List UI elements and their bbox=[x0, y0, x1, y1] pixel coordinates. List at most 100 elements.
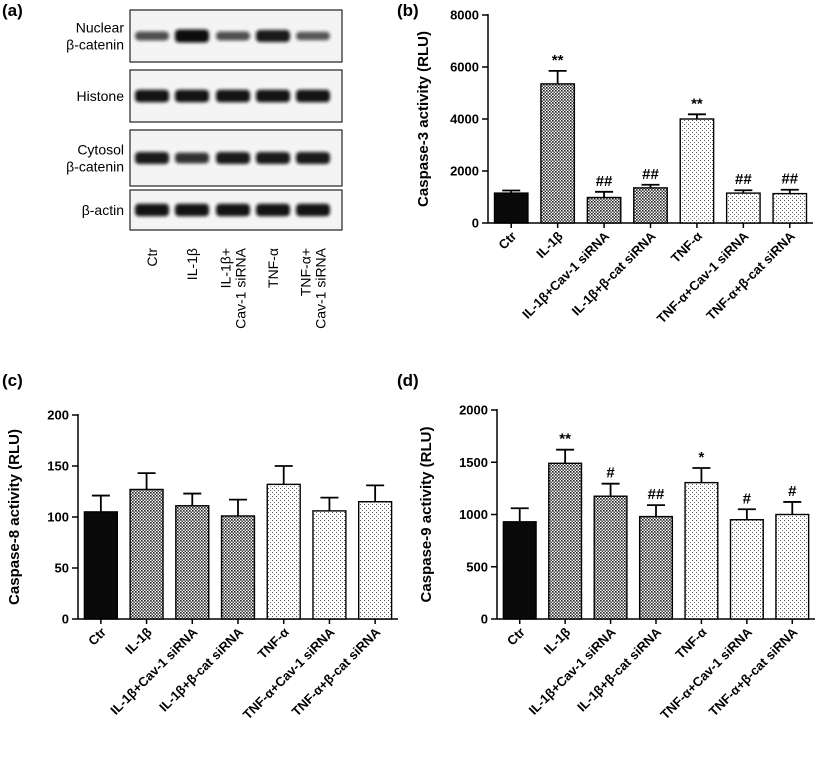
x-tick-label: IL-1β bbox=[541, 624, 574, 657]
blot-band bbox=[175, 203, 209, 217]
bar bbox=[266, 483, 301, 620]
blot-lane-label: IL-1β+ Cav-1 siRNA bbox=[218, 247, 249, 329]
blot-band bbox=[256, 29, 290, 43]
blot-lane-label: TNF-α+ Cav-1 siRNA bbox=[298, 247, 329, 329]
blot-rows: Nuclearβ-cateninHistoneCytosolβ-cateninβ… bbox=[66, 9, 343, 231]
significance-marker: ## bbox=[781, 171, 798, 188]
significance-marker: ## bbox=[642, 166, 659, 183]
blot-band bbox=[296, 203, 330, 217]
significance-marker: # bbox=[743, 490, 752, 507]
x-tick-label: IL-1β bbox=[122, 624, 155, 657]
y-tick-label: 100 bbox=[47, 510, 69, 525]
x-tick-label: TNF-α bbox=[668, 229, 705, 266]
blot-band bbox=[216, 151, 250, 165]
x-tick-label: IL-1β+β-cat siRNA bbox=[569, 228, 659, 318]
bar bbox=[548, 462, 583, 620]
blot-lane-label: Ctr bbox=[144, 248, 160, 267]
y-tick-label: 2000 bbox=[459, 403, 488, 418]
blot-lane-text: Cav-1 siRNA bbox=[233, 247, 249, 329]
significance-marker: # bbox=[788, 483, 797, 500]
bar bbox=[175, 505, 210, 620]
blot-band bbox=[175, 89, 209, 103]
y-tick-label: 8000 bbox=[450, 8, 479, 23]
blot-band bbox=[135, 31, 169, 41]
y-tick-label: 1000 bbox=[459, 507, 488, 522]
blot-band bbox=[256, 203, 290, 217]
blot-band bbox=[175, 152, 209, 164]
x-tick-label: Ctr bbox=[495, 229, 519, 253]
blot-lane-labels: Ctr IL-1β IL-1β+ Cav-1 siRNA TNF-α TNF-α+ Cav-… bbox=[144, 247, 329, 329]
y-tick-label: 50 bbox=[55, 561, 69, 576]
x-tick-label: Ctr bbox=[85, 625, 109, 649]
x-tick-label: IL-1β+Cav-1 siRNA bbox=[519, 228, 613, 322]
x-tick-label: TNF-α+β-cat siRNA bbox=[706, 624, 801, 719]
blot-band bbox=[216, 203, 250, 217]
blot-lane-label: IL-1β bbox=[184, 248, 200, 280]
x-tick-label: Ctr bbox=[504, 625, 528, 649]
significance-marker: ** bbox=[691, 95, 703, 112]
y-tick-label: 2000 bbox=[450, 164, 479, 179]
bar bbox=[502, 521, 537, 620]
y-tick-label: 1500 bbox=[459, 455, 488, 470]
blot-lane-text: IL-1β+ bbox=[218, 248, 234, 288]
blot-row-label: β-actin bbox=[82, 202, 124, 218]
significance-marker: ** bbox=[559, 431, 571, 448]
significance-marker: ## bbox=[596, 173, 613, 190]
y-tick-label: 0 bbox=[481, 612, 488, 627]
blot-row-label: Nuclear bbox=[76, 20, 125, 36]
significance-marker: * bbox=[699, 449, 705, 466]
bar bbox=[220, 515, 256, 620]
blot-lane-text: Ctr bbox=[144, 248, 160, 267]
blot-row-label: Cytosol bbox=[77, 142, 124, 158]
bar bbox=[493, 192, 529, 224]
y-tick-label: 6000 bbox=[450, 60, 479, 75]
significance-marker: # bbox=[606, 465, 615, 482]
bar bbox=[633, 187, 668, 224]
x-tick-label: IL-1β+β-cat siRNA bbox=[574, 624, 664, 714]
panel-label: (d) bbox=[397, 371, 419, 390]
panel-label-a: (a) bbox=[2, 1, 23, 20]
bar bbox=[684, 481, 719, 620]
x-tick-label: IL-1β+Cav-1 siRNA bbox=[526, 624, 620, 718]
y-tick-label: 500 bbox=[466, 559, 488, 574]
caspase-8-chart: (c) 0 50 100 150 200 Caspase-8 activity (RLU) C… bbox=[2, 371, 398, 722]
bar bbox=[772, 192, 808, 224]
bar bbox=[638, 515, 674, 620]
x-tick-label: IL-1β+β-cat siRNA bbox=[156, 624, 246, 714]
blot-lane-text: TNF-α+ bbox=[298, 248, 314, 296]
blot-band bbox=[216, 31, 250, 41]
x-tick-label: IL-1β+Cav-1 siRNA bbox=[107, 624, 201, 718]
blot-lane-text: Cav-1 siRNA bbox=[313, 247, 329, 329]
bar bbox=[357, 501, 393, 620]
blot-band bbox=[296, 151, 330, 165]
x-tick-label: IL-1β bbox=[533, 228, 566, 261]
y-tick-label: 150 bbox=[47, 459, 69, 474]
bar bbox=[775, 513, 810, 620]
bar bbox=[83, 511, 119, 620]
western-blot-panel: (a) Nuclearβ-cateninHistoneCytosolβ-cate… bbox=[2, 1, 343, 329]
y-tick-label: 0 bbox=[472, 216, 479, 231]
blot-band bbox=[135, 151, 169, 165]
panel-label: (b) bbox=[397, 1, 419, 20]
blot-band bbox=[296, 89, 330, 103]
y-tick-label: 0 bbox=[62, 612, 69, 627]
significance-marker: ** bbox=[552, 52, 564, 69]
y-tick-label: 4000 bbox=[450, 112, 479, 127]
bar bbox=[129, 488, 164, 620]
blot-band bbox=[256, 151, 290, 165]
bar bbox=[586, 196, 622, 224]
blot-band bbox=[256, 89, 290, 103]
bar bbox=[679, 118, 715, 224]
y-axis-title: Caspase-9 activity (RLU) bbox=[418, 427, 435, 603]
blot-lane-label: TNF-α bbox=[265, 248, 281, 288]
blot-row-label: β-catenin bbox=[66, 37, 124, 53]
significance-marker: ## bbox=[735, 171, 752, 188]
bar bbox=[725, 192, 761, 224]
bar bbox=[593, 495, 628, 620]
blot-lane-text: IL-1β bbox=[184, 248, 200, 280]
x-tick-label: TNF-α+Cav-1 siRNA bbox=[654, 228, 752, 326]
blot-row-label: Histone bbox=[77, 88, 125, 104]
panel-label: (c) bbox=[2, 371, 23, 390]
x-tick-label: TNF-α bbox=[255, 625, 292, 662]
